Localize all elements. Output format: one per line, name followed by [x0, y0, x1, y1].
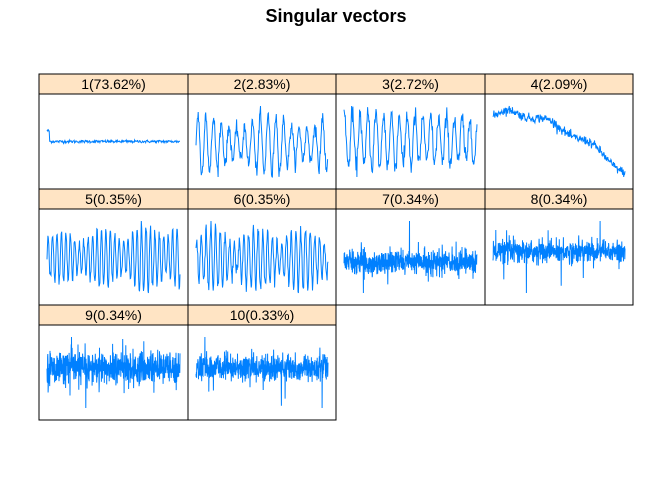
panel-1: 1(73.62%) [38, 73, 189, 190]
chart-title: Singular vectors [265, 6, 407, 26]
panel-7: 7(0.34%) [335, 188, 486, 306]
panel-label: 10(0.33%) [230, 307, 295, 323]
panel-label: 5(0.35%) [85, 191, 142, 207]
series-line [343, 220, 478, 294]
series-line [195, 220, 329, 294]
panel-label: 9(0.34%) [85, 307, 142, 323]
panel-6: 6(0.35%) [187, 188, 337, 306]
series-line [492, 105, 626, 178]
panel-label: 7(0.34%) [382, 191, 439, 207]
panel-2: 2(2.83%) [187, 73, 337, 190]
panel-label: 4(2.09%) [531, 76, 588, 92]
series-line [46, 220, 181, 294]
panel-label: 3(2.72%) [382, 76, 439, 92]
series-line [343, 105, 478, 178]
panel-10: 10(0.33%) [187, 304, 337, 421]
series-line [195, 336, 329, 409]
panel-8: 8(0.34%) [484, 188, 634, 306]
panel-5: 5(0.35%) [38, 188, 189, 306]
panel-label: 8(0.34%) [531, 191, 588, 207]
panel-9: 9(0.34%) [38, 304, 189, 421]
panel-label: 1(73.62%) [81, 76, 146, 92]
series-line [46, 128, 180, 145]
panel-4: 4(2.09%) [484, 73, 634, 190]
series-line [195, 105, 329, 178]
panel-label: 6(0.35%) [234, 191, 291, 207]
panel-3: 3(2.72%) [335, 73, 486, 190]
series-line [46, 336, 181, 409]
series-line [492, 220, 626, 294]
panel-label: 2(2.83%) [234, 76, 291, 92]
